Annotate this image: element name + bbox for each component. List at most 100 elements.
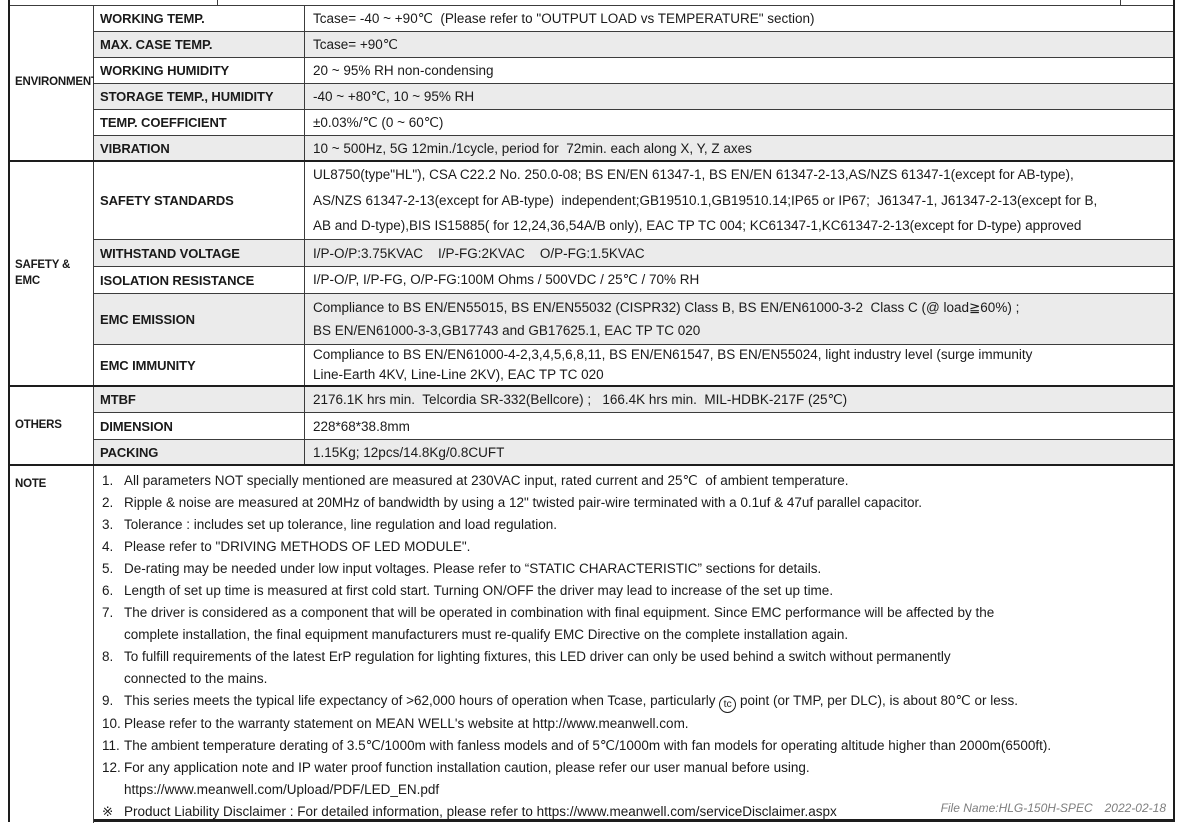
- param-value: 2176.1K hrs min. Telcordia SR-332(Bellco…: [313, 391, 848, 407]
- section-environment: ENVIRONMENT WORKING TEMP. Tcase= -40 ~ +…: [10, 6, 1173, 162]
- table-row-isolation-resistance: ISOLATION RESISTANCE I/P-O/P, I/P-FG, O/…: [94, 267, 1173, 294]
- table-row-emc-emission: EMC EMISSION Compliance to BS EN/EN55015…: [94, 294, 1173, 345]
- note-number: ※: [102, 804, 114, 819]
- table-row-working-temp: WORKING TEMP. Tcase= -40 ~ +90℃ (Please …: [94, 6, 1173, 32]
- note-line: 10. Please refer to the warranty statemen…: [102, 713, 1173, 735]
- note-number: 6.: [102, 583, 114, 598]
- note-text: The ambient temperature derating of 3.5℃…: [124, 738, 1052, 753]
- note-line: 9. This series meets the typical life exp…: [102, 690, 1173, 713]
- param-label: WORKING TEMP.: [94, 6, 305, 31]
- section-others: OTHERS MTBF 2176.1K hrs min. Telcordia S…: [10, 387, 1173, 466]
- note-number: 4.: [102, 539, 114, 554]
- param-value: Compliance to BS EN/EN55015, BS EN/EN550…: [313, 300, 1020, 338]
- param-label: TEMP. COEFFICIENT: [94, 110, 305, 135]
- note-line: 6. Length of set up time is measured at f…: [102, 580, 1173, 602]
- note-text: To fulfill requirements of the latest Er…: [124, 649, 951, 664]
- note-line: 11. The ambient temperature derating of 3…: [102, 735, 1173, 757]
- note-number: 2.: [102, 495, 114, 510]
- note-url-text: https://www.meanwell.com/Upload/PDF/LED_…: [124, 782, 440, 797]
- param-label: ISOLATION RESISTANCE: [94, 267, 305, 293]
- param-value: UL8750(type"HL"), CSA C22.2 No. 250.0-08…: [313, 167, 1098, 234]
- note-number: 12.: [102, 760, 121, 775]
- note-line: 4. Please refer to "DRIVING METHODS OF LE…: [102, 536, 1173, 558]
- param-value: I/P-O/P, I/P-FG, O/P-FG:100M Ohms / 500V…: [313, 272, 700, 287]
- param-label: VIBRATION: [94, 136, 305, 160]
- note-number: 1.: [102, 473, 114, 488]
- table-row-safety-standards: SAFETY STANDARDS UL8750(type"HL"), CSA C…: [94, 162, 1173, 240]
- note-line-continuation: https://www.meanwell.com/Upload/PDF/LED_…: [102, 779, 1173, 801]
- note-line: 7. The driver is considered as a componen…: [102, 602, 1173, 624]
- note-number: 10.: [102, 716, 121, 731]
- param-value: Tcase= +90℃: [313, 36, 398, 52]
- param-label: SAFETY STANDARDS: [94, 162, 305, 239]
- section-label-others: OTHERS: [10, 387, 94, 464]
- param-value: -40 ~ +80℃, 10 ~ 95% RH: [313, 88, 475, 104]
- param-value: Compliance to BS EN/EN61000-4-2,3,4,5,6,…: [313, 346, 1033, 383]
- table-row-max-case-temp: MAX. CASE TEMP. Tcase= +90℃: [94, 32, 1173, 58]
- note-number: 5.: [102, 561, 114, 576]
- section-label-safety-emc: SAFETY & EMC: [10, 162, 94, 385]
- file-date-label: 2022-02-18: [1104, 801, 1166, 815]
- table-row-dimension: DIMENSION 228*68*38.8mm: [94, 413, 1173, 440]
- note-line: 2. Ripple & noise are measured at 20MHz o…: [102, 492, 1173, 514]
- param-label: EMC IMMUNITY: [94, 345, 305, 385]
- param-value: 20 ~ 95% RH non-condensing: [313, 63, 494, 78]
- note-line: 12. For any application note and IP water…: [102, 757, 1173, 779]
- note-number: [102, 779, 124, 801]
- note-text: Please refer to the warranty statement o…: [124, 716, 689, 731]
- file-info: File Name:HLG-150H-SPEC 2022-02-18: [941, 801, 1166, 815]
- notes-list: 1. All parameters NOT specially mentioned…: [94, 466, 1173, 823]
- param-label: STORAGE TEMP., HUMIDITY: [94, 84, 305, 109]
- note-line-disclaimer: ※ Product Liability Disclaimer : For deta…: [102, 801, 1173, 823]
- param-label: WORKING HUMIDITY: [94, 58, 305, 83]
- param-label: PACKING: [94, 440, 305, 464]
- note-line-continuation: connected to the mains.: [102, 668, 1173, 690]
- note-text: complete installation, the final equipme…: [124, 627, 849, 642]
- table-row-withstand-voltage: WITHSTAND VOLTAGE I/P-O/P:3.75KVAC I/P-F…: [94, 240, 1173, 267]
- table-row-packing: PACKING 1.15Kg; 12pcs/14.8Kg/0.8CUFT: [94, 440, 1173, 464]
- note-number: 8.: [102, 649, 114, 664]
- param-value: I/P-O/P:3.75KVAC I/P-FG:2KVAC O/P-FG:1.5…: [313, 245, 645, 261]
- param-value: 1.15Kg; 12pcs/14.8Kg/0.8CUFT: [313, 444, 505, 460]
- section-safety-emc: SAFETY & EMC SAFETY STANDARDS UL8750(typ…: [10, 162, 1173, 387]
- note-text: All parameters NOT specially mentioned a…: [124, 473, 849, 488]
- param-label: MTBF: [94, 387, 305, 412]
- note-text: De-rating may be needed under low input …: [124, 561, 822, 576]
- section-label-environment: ENVIRONMENT: [10, 6, 98, 160]
- note-text: Product Liability Disclaimer : For detai…: [124, 804, 837, 819]
- note-text: Tolerance : includes set up tolerance, l…: [124, 517, 558, 532]
- note-text: connected to the mains.: [124, 671, 268, 686]
- note-line: 1. All parameters NOT specially mentioned…: [102, 470, 1173, 492]
- note-number: 9.: [102, 693, 114, 708]
- note-text: This series meets the typical life expec…: [124, 690, 1018, 713]
- table-row-emc-immunity: EMC IMMUNITY Compliance to BS EN/EN61000…: [94, 345, 1173, 385]
- note-number: 3.: [102, 517, 114, 532]
- table-row-temp-coefficient: TEMP. COEFFICIENT ±0.03%/℃ (0 ~ 60℃): [94, 110, 1173, 136]
- note-number: [102, 624, 124, 646]
- note-text: Ripple & noise are measured at 20MHz of …: [124, 495, 922, 510]
- note-line: 5. De-rating may be needed under low inpu…: [102, 558, 1173, 580]
- param-label: MAX. CASE TEMP.: [94, 32, 305, 57]
- section-note: NOTE 1. All parameters NOT specially ment…: [10, 466, 1173, 823]
- table-row-storage-temp-humidity: STORAGE TEMP., HUMIDITY -40 ~ +80℃, 10 ~…: [94, 84, 1173, 110]
- table-row-mtbf: MTBF 2176.1K hrs min. Telcordia SR-332(B…: [94, 387, 1173, 413]
- note-line: 8. To fulfill requirements of the latest …: [102, 646, 1173, 668]
- table-row-working-humidity: WORKING HUMIDITY 20 ~ 95% RH non-condens…: [94, 58, 1173, 84]
- spec-table: ENVIRONMENT WORKING TEMP. Tcase= -40 ~ +…: [8, 0, 1175, 823]
- param-label: EMC EMISSION: [94, 294, 305, 344]
- table-top-partial-row: [10, 0, 1173, 6]
- top-divider-stub: [217, 0, 218, 5]
- circled-tc-icon: tc: [719, 696, 737, 713]
- note-number: 7.: [102, 605, 114, 620]
- note-text: Please refer to "DRIVING METHODS OF LED …: [124, 539, 471, 554]
- note-number: 11.: [102, 738, 120, 753]
- note-text: For any application note and IP water pr…: [124, 760, 810, 775]
- param-value: ±0.03%/℃ (0 ~ 60℃): [313, 114, 444, 130]
- param-value: Tcase= -40 ~ +90℃ (Please refer to "OUTP…: [313, 10, 815, 26]
- param-label: WITHSTAND VOLTAGE: [94, 240, 305, 266]
- param-value: 228*68*38.8mm: [313, 418, 410, 434]
- note-text: Length of set up time is measured at fir…: [124, 583, 834, 598]
- top-divider-stub: [1120, 0, 1121, 5]
- note-text: The driver is considered as a component …: [124, 605, 995, 620]
- param-label: DIMENSION: [94, 413, 305, 439]
